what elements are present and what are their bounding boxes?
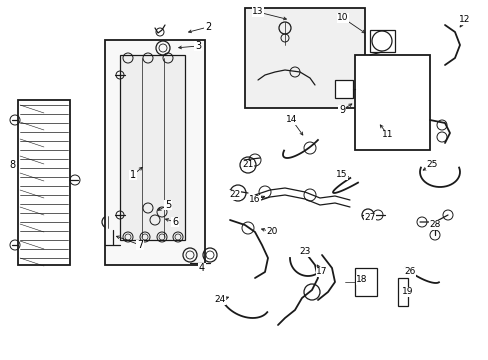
Text: 19: 19 bbox=[402, 288, 413, 297]
Text: 6: 6 bbox=[172, 217, 178, 227]
Text: 10: 10 bbox=[337, 13, 348, 22]
Text: 15: 15 bbox=[336, 171, 347, 180]
Text: 7: 7 bbox=[137, 240, 143, 250]
Text: 9: 9 bbox=[338, 105, 345, 115]
Text: 26: 26 bbox=[404, 267, 415, 276]
Text: 27: 27 bbox=[364, 213, 375, 222]
Text: 20: 20 bbox=[266, 228, 277, 237]
Text: 12: 12 bbox=[458, 15, 470, 24]
Bar bbox=[244, 8, 364, 108]
Bar bbox=[105, 40, 204, 265]
Text: 25: 25 bbox=[426, 161, 437, 170]
Bar bbox=[354, 55, 429, 150]
Bar bbox=[120, 55, 184, 240]
Text: 28: 28 bbox=[428, 220, 440, 230]
Text: 18: 18 bbox=[356, 275, 367, 284]
Bar bbox=[369, 30, 394, 52]
Text: 2: 2 bbox=[204, 22, 211, 32]
Bar bbox=[354, 268, 376, 296]
Text: 17: 17 bbox=[316, 267, 327, 276]
Text: 8: 8 bbox=[9, 160, 15, 170]
Text: 21: 21 bbox=[242, 161, 253, 170]
Bar bbox=[334, 80, 352, 98]
Text: 14: 14 bbox=[286, 116, 297, 125]
Bar bbox=[397, 278, 407, 306]
Text: 24: 24 bbox=[214, 296, 225, 305]
Text: 22: 22 bbox=[229, 190, 240, 199]
Text: 3: 3 bbox=[195, 41, 201, 51]
Text: 5: 5 bbox=[164, 200, 171, 210]
Text: 23: 23 bbox=[299, 248, 310, 256]
Text: 11: 11 bbox=[382, 130, 393, 139]
Text: 16: 16 bbox=[249, 195, 260, 204]
Text: 1: 1 bbox=[130, 170, 136, 180]
Text: 4: 4 bbox=[199, 263, 204, 273]
Bar bbox=[18, 100, 70, 265]
Text: 13: 13 bbox=[252, 8, 263, 17]
